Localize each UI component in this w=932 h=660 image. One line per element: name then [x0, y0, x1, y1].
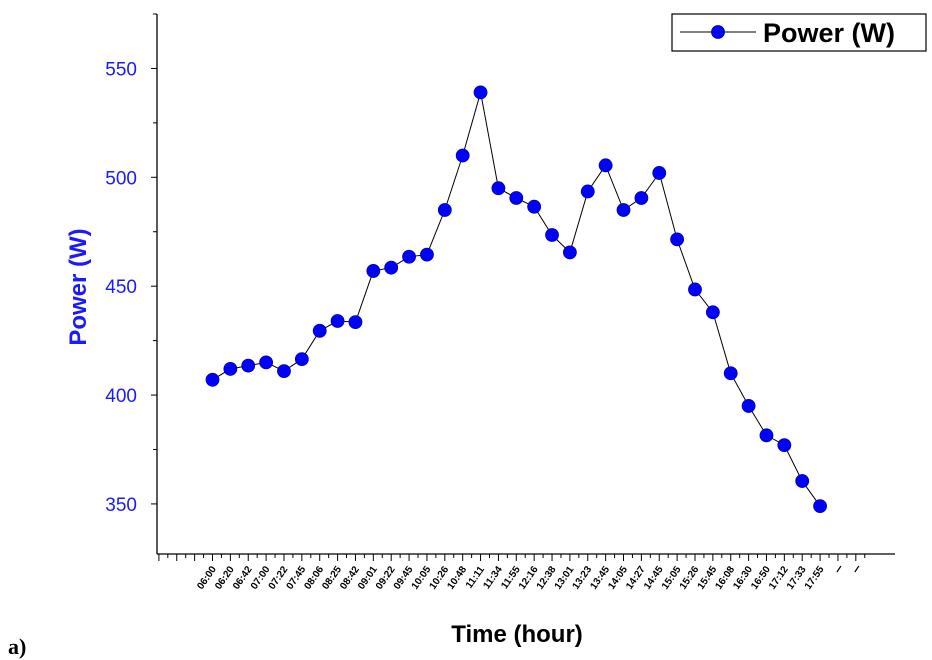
- data-point: [580, 184, 595, 199]
- data-point: [259, 355, 274, 370]
- data-point: [705, 305, 720, 320]
- data-point: [420, 247, 434, 262]
- data-point: [241, 358, 256, 373]
- data-point: [616, 203, 631, 217]
- y-tick-label: 350: [105, 495, 137, 516]
- data-point: [723, 366, 738, 381]
- data-point: [670, 232, 685, 247]
- data-point: [348, 315, 363, 330]
- data-point: [759, 428, 774, 443]
- x-tick-label-blank: [854, 565, 860, 573]
- data-point: [813, 499, 827, 513]
- data-point: [545, 228, 559, 242]
- data-point: [527, 199, 542, 214]
- data-point: [795, 474, 810, 488]
- series-line: [212, 92, 821, 507]
- x-tick-label-blank: [836, 565, 842, 573]
- x-tick-label: 10:48: [445, 564, 469, 592]
- data-point: [777, 438, 792, 453]
- data-point: [598, 158, 613, 173]
- data-point: [652, 166, 667, 180]
- data-point: [473, 85, 488, 100]
- axes: [156, 14, 895, 555]
- data-point: [634, 191, 649, 205]
- legend-marker: [711, 25, 725, 39]
- data-points: [205, 85, 827, 513]
- data-point: [402, 249, 416, 264]
- data-point: [688, 282, 702, 297]
- x-axis-title: Time (hour): [451, 621, 583, 648]
- data-point: [509, 191, 524, 205]
- y-tick-label: 400: [105, 386, 137, 407]
- legend: Power (W): [671, 13, 927, 52]
- data-point: [384, 260, 399, 275]
- data-point: [455, 148, 470, 163]
- y-ticks: 350 400 450 500 550: [105, 13, 157, 516]
- data-point: [277, 364, 291, 378]
- y-tick-label: 500: [105, 168, 137, 189]
- data-point: [205, 372, 220, 387]
- x-ticks: 06:0006:2006:4207:0007:2207:4508:0608:25…: [158, 554, 866, 592]
- panel-label: a): [8, 634, 26, 659]
- data-point: [741, 399, 756, 413]
- data-point: [366, 264, 381, 278]
- y-tick-label: 450: [105, 277, 137, 298]
- data-point: [312, 323, 327, 338]
- y-tick-label: 550: [105, 59, 137, 80]
- data-point: [330, 314, 345, 328]
- legend-label: Power (W): [763, 18, 895, 48]
- x-tick-label: 17:55: [803, 564, 827, 592]
- data-point: [294, 352, 309, 367]
- data-point: [491, 181, 506, 196]
- data-point: [437, 203, 452, 217]
- data-point: [223, 362, 238, 376]
- data-point: [563, 245, 577, 260]
- y-axis-title: Power (W): [65, 228, 92, 345]
